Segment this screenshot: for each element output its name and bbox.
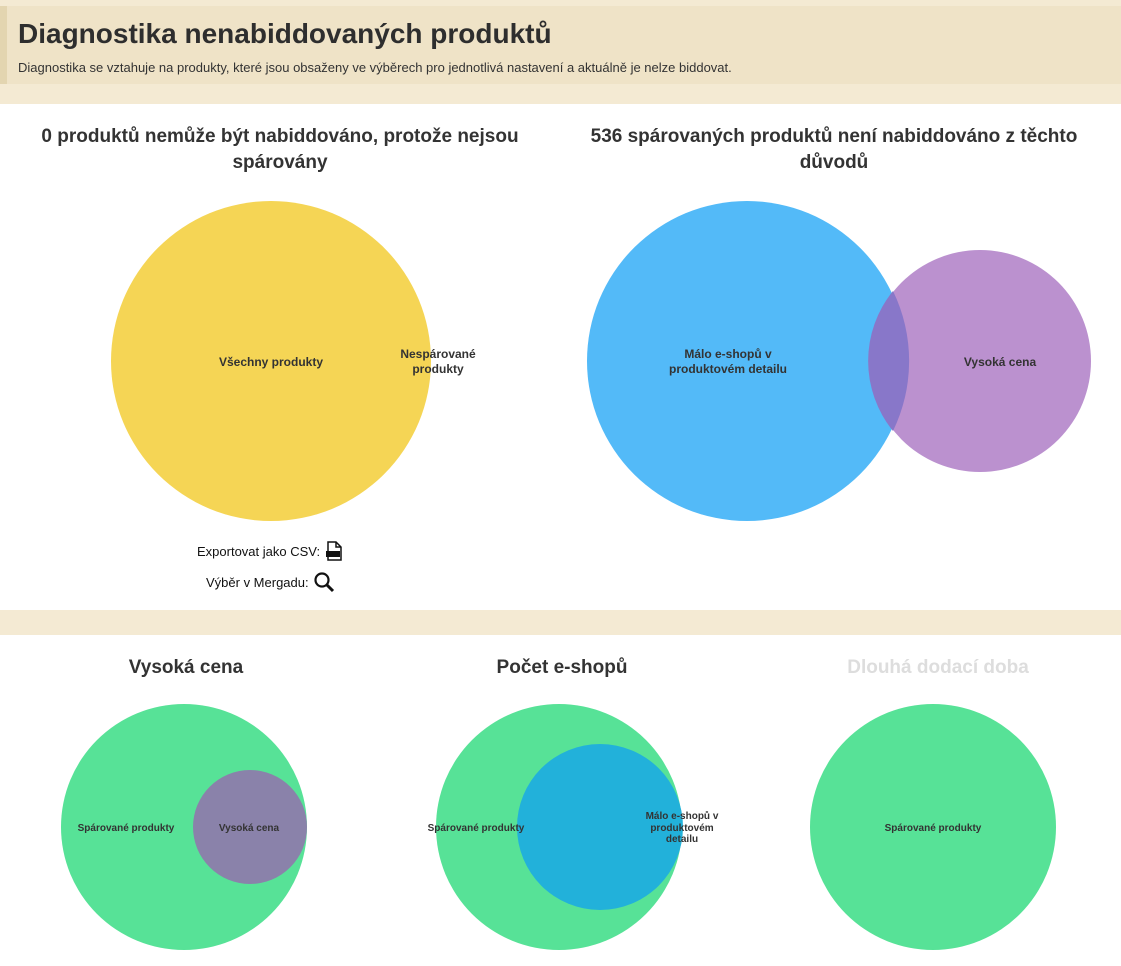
venn-overlap[interactable]: [868, 291, 910, 431]
venn-label-price: Vysoká cena: [964, 355, 1037, 369]
export-csv-label: Exportovat jako CSV:: [197, 543, 321, 559]
venn-high-price-small[interactable]: [193, 770, 307, 884]
venn-paired-price[interactable]: [61, 704, 307, 950]
label-few: Málo e-shopů v: [646, 810, 719, 822]
label-paired: Spárované produkty: [78, 823, 175, 834]
venn-label-unpaired-2: produkty: [412, 362, 464, 376]
page-header: Diagnostika nenabiddovaných produktů Dia…: [0, 6, 1121, 84]
label-few-3: detailu: [666, 834, 698, 845]
label-price: Vysoká cena: [219, 823, 280, 834]
export-csv-row: Exportovat jako CSV:: [197, 541, 344, 561]
mergado-selection-row: Výběr v Mergadu:: [206, 571, 335, 593]
search-icon[interactable]: [313, 571, 335, 593]
venn-label-unpaired: Nespárované: [400, 347, 476, 361]
venn-all-products[interactable]: [111, 201, 431, 521]
csv-file-icon[interactable]: [324, 541, 344, 561]
reasons-panel: Vysoká cena Počet e-shopů Dlouhá dodací …: [0, 635, 1121, 966]
venn-label-few-2: produktovém detailu: [669, 362, 787, 376]
venn-few-eshops-small[interactable]: [517, 744, 683, 910]
unpaired-title: 0 produktů nemůže být nabiddováno, proto…: [41, 126, 519, 173]
reason-title-eshops: Počet e-shopů: [496, 657, 628, 678]
venn-paired-delivery[interactable]: [810, 704, 1056, 950]
overview-panel: 0 produktů nemůže být nabiddováno, proto…: [0, 104, 1121, 610]
label-paired: Spárované produkty: [885, 823, 982, 834]
venn-high-price[interactable]: [869, 250, 1091, 472]
venn-label-all: Všechny produkty: [219, 355, 323, 369]
venn-few-eshops[interactable]: [587, 201, 907, 521]
page-title: Diagnostika nenabiddovaných produktů: [18, 18, 552, 49]
page-subtitle: Diagnostika se vztahuje na produkty, kte…: [18, 60, 732, 75]
reason-title-price: Vysoká cena: [128, 657, 244, 678]
reason-title-delivery: Dlouhá dodací doba: [847, 657, 1029, 678]
label-few-2: produktovém: [650, 823, 713, 834]
paired-title: 536 spárovaných produktů není nabiddován…: [590, 126, 1078, 173]
label-paired: Spárované produkty: [428, 823, 525, 834]
venn-label-few: Málo e-shopů v: [684, 347, 772, 361]
mergado-selection-label: Výběr v Mergadu:: [206, 574, 309, 590]
